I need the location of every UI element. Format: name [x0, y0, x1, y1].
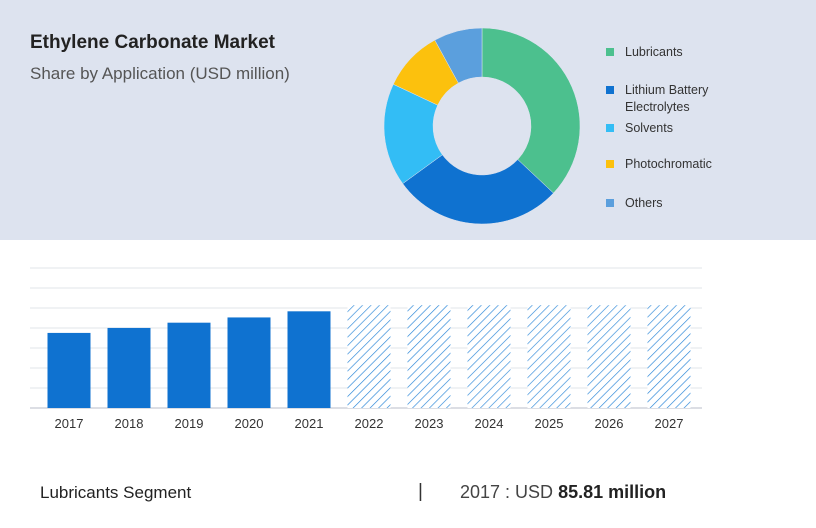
legend-swatch: [606, 48, 614, 56]
x-tick-label: 2022: [355, 416, 384, 431]
x-tick-label: 2024: [475, 416, 504, 431]
chart-subtitle: Share by Application (USD million): [30, 64, 290, 83]
footer-separator: |: [418, 481, 423, 502]
x-tick-label: 2027: [655, 416, 684, 431]
bar-2024: [467, 305, 511, 408]
bar-2021: [287, 311, 331, 408]
donut-chart: [383, 27, 581, 225]
bar-2027: [647, 305, 691, 408]
bar-2026: [587, 305, 631, 408]
footer-amount: 85.81 million: [558, 482, 667, 502]
legend-item: Solvents: [606, 120, 745, 137]
legend-label: Lubricants: [625, 45, 683, 59]
x-tick-label: 2025: [535, 416, 564, 431]
legend-item: Lubricants: [606, 44, 745, 61]
legend-label: Solvents: [625, 121, 673, 135]
donut-slice-lithium-battery-electrolytes: [402, 154, 554, 225]
bar-2019: [167, 322, 211, 408]
footer-value: 2017 : USD 85.81 million: [460, 482, 666, 503]
x-tick-label: 2021: [295, 416, 324, 431]
chart-title: Ethylene Carbonate Market: [30, 32, 275, 53]
x-tick-label: 2018: [115, 416, 144, 431]
legend-item: Lithium Battery Electrolytes: [606, 82, 745, 116]
donut-slice-lubricants: [481, 27, 581, 194]
donut-hole: [433, 77, 531, 175]
legend-label: Photochromatic: [625, 157, 712, 171]
x-tick-label: 2026: [595, 416, 624, 431]
x-tick-label: 2019: [175, 416, 204, 431]
legend-label: Lithium Battery Electrolytes: [625, 83, 709, 114]
footer-segment: Lubricants Segment: [40, 483, 192, 502]
legend-swatch: [606, 199, 614, 207]
legend-label: Others: [625, 196, 663, 210]
bar-2018: [107, 327, 151, 408]
bar-2025: [527, 305, 571, 408]
legend-swatch: [606, 124, 614, 132]
bar-2020: [227, 317, 271, 408]
bar-2023: [407, 305, 451, 408]
bar-2017: [47, 332, 91, 408]
x-tick-label: 2020: [235, 416, 264, 431]
legend-item: Photochromatic: [606, 156, 745, 173]
bar-2022: [347, 305, 391, 408]
x-tick-label: 2017: [55, 416, 84, 431]
legend-item: Others: [606, 195, 745, 212]
footer-year: 2017 : USD: [460, 482, 559, 502]
legend-swatch: [606, 86, 614, 94]
legend-swatch: [606, 160, 614, 168]
donut-slice-others: [434, 27, 483, 84]
bar-chart: 2017 2018 2019 2020 2021 2022 2023 2024 2025 2026…: [30, 267, 702, 431]
x-tick-label: 2023: [415, 416, 444, 431]
